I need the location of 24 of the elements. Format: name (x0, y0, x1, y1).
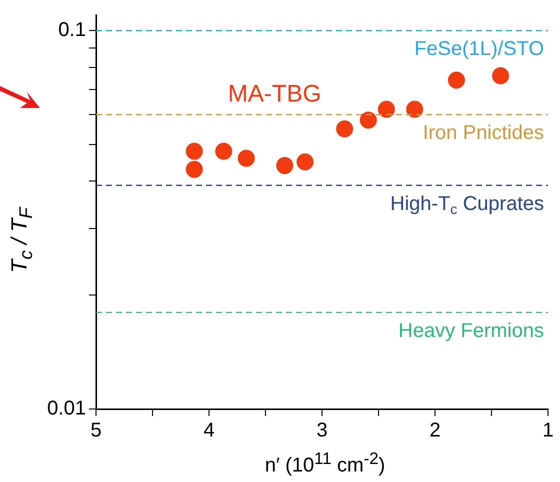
x-tick-label: 2 (429, 420, 441, 442)
point (448, 72, 465, 89)
point (492, 67, 510, 84)
ref-line-label: Heavy Fermions (398, 320, 544, 342)
point (238, 150, 255, 167)
x-tick-label: 1 (542, 420, 554, 442)
x-tick-label: 5 (90, 420, 102, 442)
point (215, 142, 232, 160)
point (296, 153, 314, 170)
series-label: MA-TBG (228, 80, 322, 108)
x-axis-title: n′ (10$^{11}$ cm$^{-2}$) (264, 449, 386, 478)
x-tick-label: 4 (203, 420, 215, 442)
x-tick-label: 3 (316, 420, 328, 442)
point (186, 142, 203, 160)
point (378, 100, 395, 118)
y-tick-label: 0.01 (47, 398, 86, 420)
point (336, 120, 354, 138)
y-tick-label: 0.1 (58, 19, 86, 42)
ref-line-label: FeSe(1L)/STO (414, 38, 544, 60)
ref-line-label: Iron Pnictides (422, 122, 544, 144)
point (186, 160, 203, 178)
point (276, 157, 294, 174)
point (360, 112, 377, 129)
point (406, 100, 424, 118)
